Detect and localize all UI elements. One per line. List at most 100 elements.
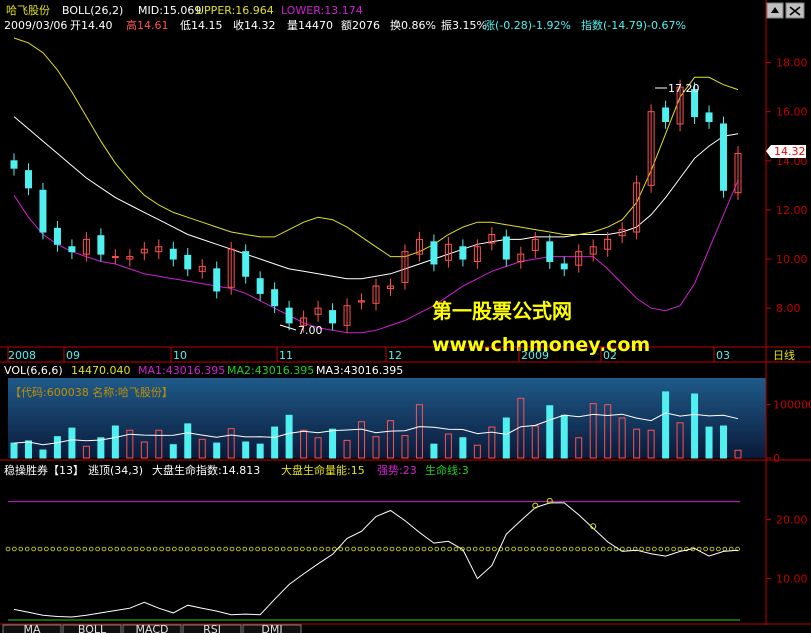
tab-rsi[interactable]: RSI xyxy=(182,623,242,633)
indicator-strong: 强势:23 xyxy=(377,464,417,477)
low-annotation-pointer xyxy=(279,324,297,331)
life-energy-dot xyxy=(402,546,408,552)
candle-body xyxy=(314,307,322,315)
tab-ma[interactable]: MA xyxy=(2,623,62,633)
candle-body xyxy=(111,256,119,259)
life-energy-dot xyxy=(108,546,113,552)
life-energy-dot xyxy=(178,546,184,552)
candle-body xyxy=(618,229,626,237)
period-label[interactable]: 日线 xyxy=(773,348,795,362)
life-energy-dot xyxy=(82,546,88,552)
tab-frame xyxy=(2,624,62,633)
candle-body xyxy=(242,251,250,277)
life-energy-dot xyxy=(210,546,216,552)
life-energy-dot xyxy=(408,546,414,552)
volume-bar xyxy=(662,391,670,459)
window-arrow-button[interactable] xyxy=(766,2,784,19)
life-energy-dot xyxy=(88,546,94,552)
volume-bar xyxy=(705,426,713,459)
candle-body xyxy=(169,248,177,260)
close-button[interactable] xyxy=(785,2,805,19)
tab-boll[interactable]: BOLL xyxy=(62,623,122,633)
volume-bars xyxy=(10,391,742,459)
price-tick-label: 8.00 xyxy=(776,302,801,315)
candle-body xyxy=(227,248,235,288)
candle-body xyxy=(531,238,539,251)
watermark-line-1: 第一股票公式网 xyxy=(432,299,572,323)
volume-bar xyxy=(198,438,206,459)
life-energy-dot xyxy=(709,546,715,552)
candle-body xyxy=(271,289,279,307)
peak-marker xyxy=(590,523,597,530)
life-energy-dot xyxy=(223,546,228,552)
volume-bar xyxy=(444,433,452,459)
tab-label: BOLL xyxy=(78,623,107,633)
tab-dmi[interactable]: DMI xyxy=(242,623,302,633)
volume-bar xyxy=(546,405,554,459)
volume-ma-line xyxy=(13,412,739,446)
life-energy-dot xyxy=(524,546,529,552)
vol-ma3: MA3:43016.395 xyxy=(316,364,403,377)
candle-body xyxy=(560,263,568,270)
life-energy-dot xyxy=(351,546,356,552)
life-energy-dot xyxy=(460,546,465,552)
life-energy-dot xyxy=(383,546,388,552)
tab-macd[interactable]: MACD xyxy=(122,623,182,633)
life-energy-dot xyxy=(536,546,542,552)
candle-body xyxy=(546,241,554,262)
boll-mid: MID:15.069 xyxy=(138,4,201,17)
volume-bar xyxy=(401,435,409,459)
candle-body xyxy=(575,251,583,266)
life-energy-dot xyxy=(140,546,145,552)
candle-body xyxy=(372,285,380,304)
life-energy-dot xyxy=(69,546,75,552)
quote-high: 高14.61 xyxy=(126,18,169,32)
life-energy-dot xyxy=(63,546,68,552)
life-energy-dot xyxy=(600,546,606,552)
candle-body xyxy=(662,107,670,123)
life-energy-dot xyxy=(677,546,683,552)
life-energy-dot xyxy=(261,546,267,552)
volume-ma-path xyxy=(13,412,739,446)
volume-bar xyxy=(473,444,481,459)
candle-body xyxy=(473,246,481,262)
volume-bar xyxy=(169,444,177,459)
life-energy-dot xyxy=(479,546,484,552)
candle-body xyxy=(691,89,699,118)
volume-bar xyxy=(256,443,264,459)
life-energy-dot xyxy=(440,546,446,552)
life-energy-dot xyxy=(274,546,280,552)
candle-body xyxy=(198,265,206,272)
life-energy-dot xyxy=(76,546,81,552)
candle-body xyxy=(720,123,728,191)
candle-body xyxy=(401,251,409,283)
x-label-03: 03 xyxy=(716,349,730,362)
volume-bar xyxy=(329,428,337,459)
life-energy-dot xyxy=(24,546,30,552)
life-energy-dot xyxy=(44,546,49,552)
price-tick-label: 14.00 xyxy=(776,155,808,168)
candle-body xyxy=(24,170,32,189)
price-tick-label: 16.00 xyxy=(776,106,808,119)
volume-bar xyxy=(184,423,192,459)
indicator-escape: 逃顶(34,3) xyxy=(88,464,143,477)
candle-body xyxy=(68,246,76,253)
life-energy-dot xyxy=(312,546,318,552)
volume-bar xyxy=(285,414,293,459)
life-energy-dot xyxy=(133,546,139,552)
candle-body xyxy=(10,160,18,169)
candle-body xyxy=(329,310,337,324)
stock-name: 哈飞股份 xyxy=(6,4,50,17)
price-tick-label: 10.00 xyxy=(776,253,808,266)
life-energy-dot xyxy=(652,546,657,552)
life-energy-dot xyxy=(389,546,395,552)
life-energy-dot xyxy=(396,546,401,552)
tab-label: MA xyxy=(23,623,40,633)
candle-body xyxy=(97,235,105,255)
candle-body xyxy=(705,112,713,123)
volume-bar xyxy=(213,442,221,459)
life-energy-dot xyxy=(12,546,17,552)
peak-marker xyxy=(532,502,539,509)
life-energy-dot xyxy=(204,546,209,552)
current-price-tag: 14.32 xyxy=(766,145,806,158)
